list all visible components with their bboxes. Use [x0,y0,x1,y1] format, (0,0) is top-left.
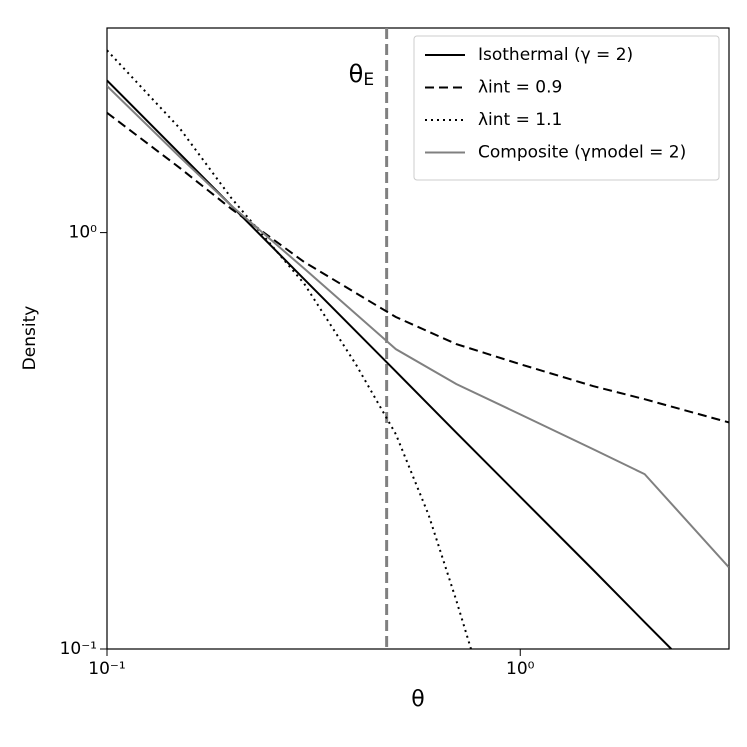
series-line [107,111,729,424]
y-tick-label: 10⁻¹ [60,639,97,659]
y-tick-label: 10⁰ [69,223,98,243]
legend-box [413,35,720,181]
legend-label: Isothermal (γ = 2) [478,45,633,65]
legend-label: λint = 0.9 [478,78,562,98]
theta-e-label: θE [349,60,374,90]
x-axis-label: θ [411,687,424,712]
theta-e-subscript: E [363,70,374,90]
series-line [107,79,672,649]
plot-frame [106,27,730,650]
legend-label: λint = 1.1 [478,110,562,130]
x-tick-label: 10⁰ [506,659,535,679]
y-axis-label: Density [20,306,40,371]
theta-e-symbol: θ [349,60,364,88]
series-line [107,85,729,569]
legend-label: Composite (γmodel = 2) [478,143,686,163]
x-tick-label: 10⁻¹ [88,659,125,679]
